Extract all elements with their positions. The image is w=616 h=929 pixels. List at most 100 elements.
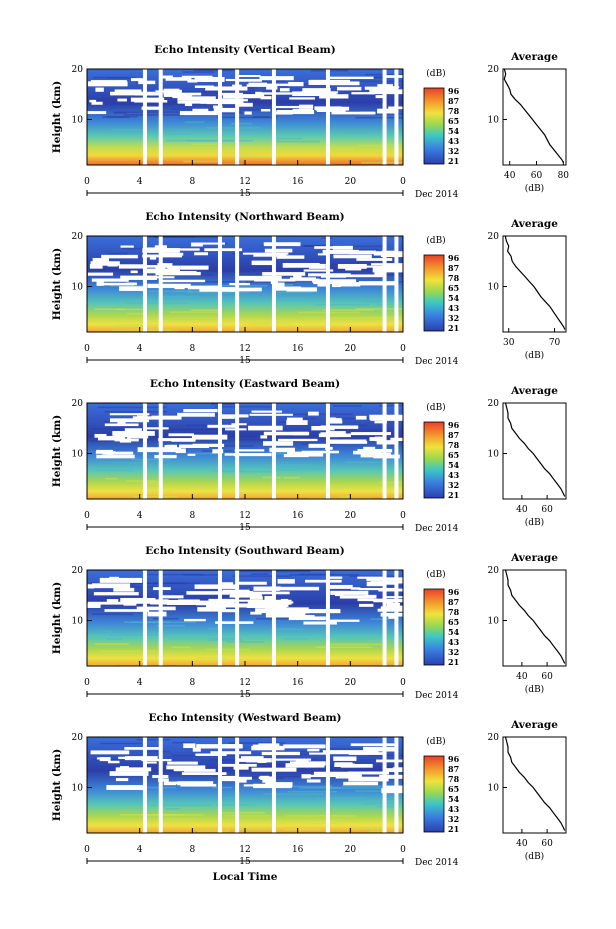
no-echo-patch [245, 591, 290, 595]
heatmap-streak [219, 470, 274, 473]
heatmap-streak [130, 458, 171, 461]
x-tick-label: 20 [345, 678, 357, 688]
no-echo-patch [87, 603, 101, 608]
no-echo-patch [195, 753, 227, 756]
no-echo-patch [229, 592, 262, 598]
no-echo-patch [292, 91, 337, 97]
heatmap-streak [182, 71, 215, 73]
y-tick-label: 20 [72, 733, 84, 743]
no-echo-patch [326, 441, 368, 444]
avg-y-tick-label: 10 [488, 784, 500, 794]
no-echo-patch [221, 414, 249, 418]
heatmap-streak [245, 775, 308, 778]
no-echo-patch [175, 448, 186, 454]
colorbar-label: 87 [448, 597, 459, 607]
heatmap-streak [124, 114, 182, 116]
no-echo-patch [322, 750, 364, 755]
no-echo-patch [248, 82, 268, 85]
heatmap-streak [165, 155, 177, 157]
no-echo-patch [130, 270, 138, 274]
x-tick-label: 4 [137, 511, 143, 521]
x-tick-label: 0 [84, 344, 90, 354]
colorbar-label: 87 [448, 764, 459, 774]
avg-frame [502, 402, 567, 500]
no-echo-patch [335, 774, 362, 779]
colorbar [423, 755, 445, 833]
no-echo-patch [299, 104, 314, 109]
heatmap-streak [356, 424, 367, 427]
no-echo-patch [160, 599, 169, 602]
heatmap-streak [146, 582, 181, 585]
x-tick-label: 0 [84, 511, 90, 521]
data-gap [325, 570, 330, 666]
no-echo-patch [184, 618, 206, 622]
heatmap-streak [370, 437, 403, 440]
no-echo-patch [330, 590, 369, 595]
heatmap-streak [287, 790, 338, 793]
heatmap-streak [193, 657, 227, 659]
no-echo-patch [379, 774, 403, 779]
panel-3: Echo Intensity (Eastward Beam) 20 10 Height… [51, 378, 567, 534]
x-tick-label: 20 [345, 845, 357, 855]
no-echo-patch [166, 601, 207, 605]
x-tick-label: 0 [400, 678, 406, 688]
no-echo-patch [374, 421, 387, 424]
no-echo-patch [374, 271, 384, 276]
heatmap-streak [126, 312, 144, 315]
y-axis-label: Height (km) [51, 582, 63, 654]
heatmap-streak [293, 413, 353, 416]
no-echo-patch [177, 599, 200, 603]
avg-profile-line [503, 68, 564, 163]
no-echo-patch [262, 441, 294, 446]
no-echo-patch [288, 81, 304, 87]
no-echo-patch [273, 111, 293, 115]
no-echo-patch [154, 454, 177, 459]
heatmap-streak [183, 574, 222, 576]
heatmap-streak [165, 818, 196, 821]
no-echo-patch [374, 436, 386, 442]
no-echo-patch [236, 75, 261, 78]
colorbar-label: 65 [448, 116, 459, 126]
heatmap-streak [305, 822, 340, 824]
avg-title: Average [510, 385, 558, 397]
no-echo-patch [187, 453, 196, 456]
heatmap-streak [94, 469, 134, 472]
heatmap-streak [112, 128, 147, 131]
data-gap [394, 570, 399, 666]
no-echo-patch [292, 431, 310, 436]
no-echo-patch [244, 111, 252, 115]
no-echo-patch [355, 415, 367, 420]
x-tick-label: 8 [189, 511, 195, 521]
no-echo-patch [386, 602, 400, 607]
y-axis-label: Height (km) [51, 81, 63, 153]
no-echo-patch [260, 108, 271, 112]
no-echo-patch [212, 449, 224, 454]
no-echo-patch [192, 747, 201, 752]
no-echo-patch [117, 420, 126, 426]
avg-y-tick-label: 20 [488, 566, 500, 576]
data-gap [158, 403, 163, 499]
colorbar-label: 43 [448, 136, 460, 146]
heatmap-streak [113, 111, 183, 113]
no-echo-patch [276, 255, 305, 259]
no-echo-patch [256, 92, 299, 95]
no-echo-patch [215, 621, 254, 624]
no-echo-patch [183, 743, 196, 749]
no-echo-patch [231, 423, 247, 426]
heatmap-streak [196, 830, 230, 832]
no-echo-patch [286, 420, 308, 425]
heatmap-streak [169, 311, 220, 314]
heatmap-streak [238, 438, 264, 441]
heatmap-streak [268, 822, 287, 825]
heatmap-streak [92, 758, 129, 761]
heatmap-streak [295, 600, 356, 603]
no-echo-patch [146, 427, 169, 430]
heatmap-streak [231, 122, 252, 125]
heatmap-streak [139, 329, 158, 332]
no-echo-patch [158, 438, 196, 442]
heatmap-streak [367, 597, 397, 600]
data-gap [394, 236, 399, 332]
no-echo-patch [118, 756, 154, 760]
no-echo-patch [303, 621, 337, 625]
heatmap-streak [355, 790, 384, 792]
